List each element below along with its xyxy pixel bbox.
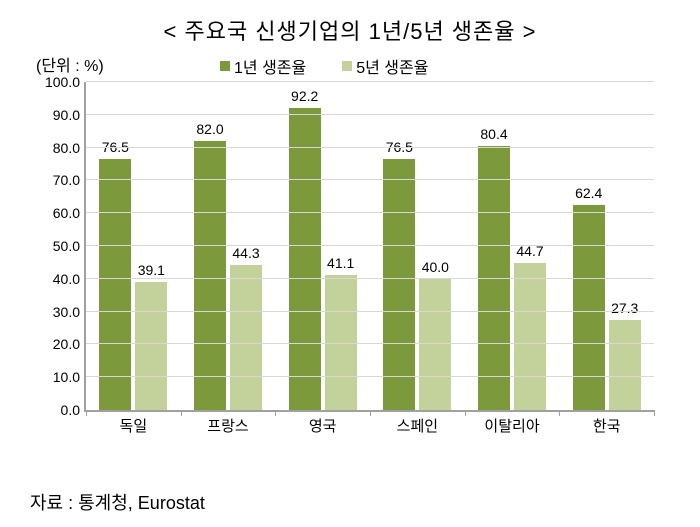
x-tick-label: 프랑스 bbox=[181, 415, 276, 436]
chart-title: < 주요국 신생기업의 1년/5년 생존율 > bbox=[0, 0, 700, 52]
y-tick-label: 50.0 bbox=[36, 238, 80, 254]
x-tick-label: 한국 bbox=[559, 415, 654, 436]
bar-value-label: 39.1 bbox=[138, 262, 165, 278]
y-tick-label: 90.0 bbox=[36, 107, 80, 123]
legend-item-1yr: 1년 생존율 bbox=[220, 54, 306, 78]
bar-5yr: 27.3 bbox=[609, 320, 641, 410]
bar-1yr: 82.0 bbox=[194, 141, 226, 410]
x-tick-label: 독일 bbox=[86, 415, 181, 436]
bar-group: 76.539.1독일 bbox=[86, 82, 181, 410]
y-tick-label: 10.0 bbox=[36, 369, 80, 385]
unit-label: (단위 : %) bbox=[36, 52, 104, 76]
bar-value-label: 41.1 bbox=[327, 255, 354, 271]
gridline bbox=[86, 343, 654, 344]
legend-swatch-1yr bbox=[220, 61, 230, 71]
plot-area: 76.539.1독일82.044.3프랑스92.241.1영국76.540.0스… bbox=[84, 82, 654, 412]
y-tick-label: 70.0 bbox=[36, 172, 80, 188]
y-tick-label: 100.0 bbox=[36, 74, 80, 90]
bar-value-label: 80.4 bbox=[480, 126, 507, 142]
bar-value-label: 27.3 bbox=[611, 300, 638, 316]
y-tick-label: 60.0 bbox=[36, 205, 80, 221]
x-tick-label: 이탈리아 bbox=[465, 415, 560, 436]
y-tick-label: 80.0 bbox=[36, 140, 80, 156]
legend-item-5yr: 5년 생존율 bbox=[342, 54, 428, 78]
bar-value-label: 92.2 bbox=[291, 88, 318, 104]
bar-group: 62.427.3한국 bbox=[559, 82, 654, 410]
legend-label-1yr: 1년 생존율 bbox=[234, 54, 306, 78]
gridline bbox=[86, 311, 654, 312]
bar-1yr: 76.5 bbox=[99, 159, 131, 410]
bars-layer: 76.539.1독일82.044.3프랑스92.241.1영국76.540.0스… bbox=[86, 82, 654, 410]
gridline bbox=[86, 278, 654, 279]
bar-value-label: 82.0 bbox=[196, 121, 223, 137]
y-tick-label: 40.0 bbox=[36, 271, 80, 287]
gridline bbox=[86, 376, 654, 377]
bar-value-label: 62.4 bbox=[575, 185, 602, 201]
gridline bbox=[86, 147, 654, 148]
bar-5yr: 44.7 bbox=[514, 263, 546, 410]
legend-label-5yr: 5년 생존율 bbox=[356, 54, 428, 78]
y-tick-label: 30.0 bbox=[36, 304, 80, 320]
legend-swatch-5yr bbox=[342, 61, 352, 71]
gridline bbox=[86, 179, 654, 180]
bar-5yr: 39.1 bbox=[135, 282, 167, 410]
bar-group: 92.241.1영국 bbox=[275, 82, 370, 410]
bar-value-label: 40.0 bbox=[422, 259, 449, 275]
legend: 1년 생존율 5년 생존율 bbox=[220, 54, 428, 78]
gridline bbox=[86, 212, 654, 213]
gridline bbox=[86, 81, 654, 82]
bar-value-label: 44.3 bbox=[232, 245, 259, 261]
source-label: 자료 : 통계청, Eurostat bbox=[30, 489, 205, 515]
bar-5yr: 44.3 bbox=[230, 265, 262, 410]
bar-group: 82.044.3프랑스 bbox=[181, 82, 276, 410]
bar-group: 80.444.7이탈리아 bbox=[465, 82, 560, 410]
x-tick bbox=[654, 410, 655, 416]
bar-1yr: 92.2 bbox=[289, 108, 321, 410]
x-tick-label: 영국 bbox=[275, 415, 370, 436]
bar-1yr: 76.5 bbox=[383, 159, 415, 410]
y-tick-label: 0.0 bbox=[36, 402, 80, 418]
bar-group: 76.540.0스페인 bbox=[370, 82, 465, 410]
chart-container: (단위 : %) 1년 생존율 5년 생존율 76.539.1독일82.044.… bbox=[30, 52, 670, 452]
y-tick-label: 20.0 bbox=[36, 336, 80, 352]
x-tick-label: 스페인 bbox=[370, 415, 465, 436]
gridline bbox=[86, 245, 654, 246]
bar-5yr: 40.0 bbox=[419, 279, 451, 410]
bar-1yr: 62.4 bbox=[573, 205, 605, 410]
gridline bbox=[86, 114, 654, 115]
